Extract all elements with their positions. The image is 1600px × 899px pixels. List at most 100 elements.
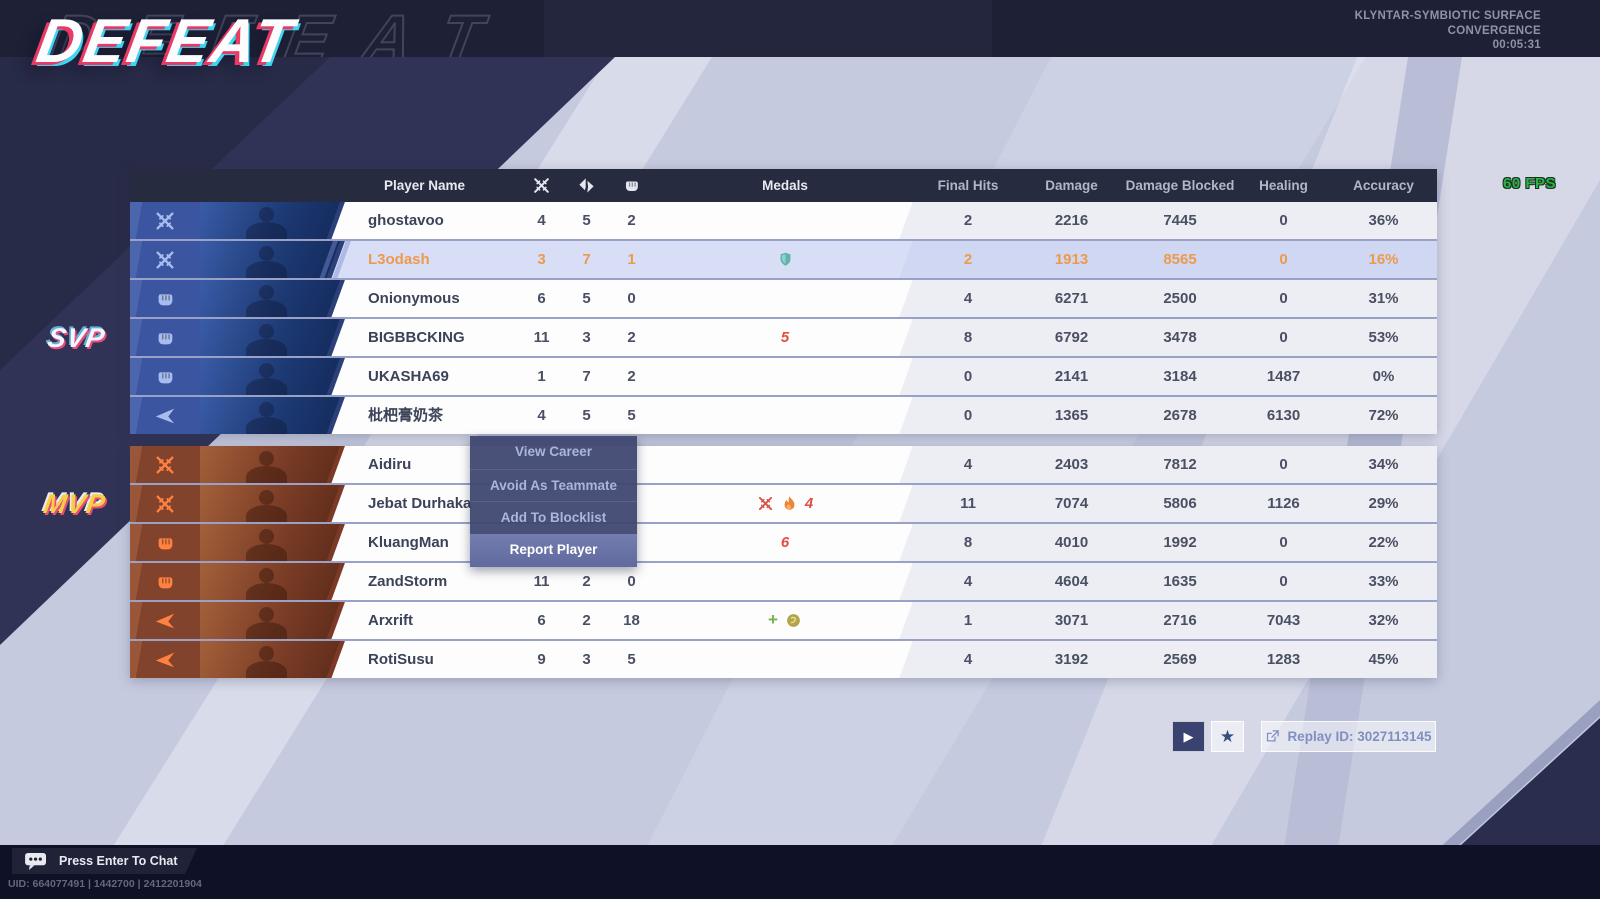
menu-item-avoid-as-teammate[interactable]: Avoid As Teammate (470, 468, 637, 502)
favorite-replay-button[interactable]: ★ (1211, 721, 1244, 752)
player-identity (130, 563, 342, 600)
damage-blocked-value: 7445 (1163, 212, 1197, 229)
kills-value: 1 (537, 368, 546, 385)
damage-blocked-value: 2716 (1163, 612, 1197, 629)
player-row[interactable]: ghostavoo 4 5 2 2 2216 7445 0 36% (130, 202, 1437, 239)
damage-blocked-value: 3478 (1163, 329, 1197, 346)
player-name: RotiSusu (368, 651, 434, 668)
strategist-role-icon (130, 641, 200, 678)
vanguard-role-icon (130, 563, 200, 600)
damage-value: 2216 (1054, 212, 1089, 229)
final-hits-value: 4 (963, 651, 973, 668)
kill-streak-medal: 4 (804, 495, 814, 512)
healing-value: 0 (1279, 212, 1288, 229)
menu-item-view-career[interactable]: View Career (514, 444, 593, 459)
healing-value: 0 (1279, 251, 1288, 268)
hero-avatar (200, 358, 342, 395)
kills-value: 11 (533, 573, 550, 590)
player-identity (130, 602, 342, 639)
accuracy-value: 72% (1368, 407, 1399, 424)
top-bar: DEFEAT (0, 0, 1600, 57)
hero-avatar (200, 319, 342, 356)
player-row[interactable]: UKASHA69 1 7 2 0 2141 3184 1487 0% (130, 358, 1437, 395)
damage-blocked-value: 1635 (1163, 573, 1197, 590)
flame-medal (781, 495, 798, 512)
star-icon: ★ (1219, 726, 1236, 746)
player-row[interactable]: RotiSusu 9 3 5 4 3192 2569 1283 45% (130, 641, 1437, 678)
medals-cell: 6 (654, 524, 916, 561)
player-row[interactable]: L3odash 3 7 1 2 1913 8565 0 16% (130, 241, 1437, 278)
player-row[interactable]: Jebat Durhaka 4 11 7074 5806 1126 29% (130, 485, 1437, 522)
deaths-value: 5 (582, 212, 591, 229)
damage-blocked-value: 2678 (1163, 407, 1197, 424)
hero-avatar (200, 241, 342, 278)
final-hits-value: 2 (963, 251, 973, 268)
kill-streak-medal: 5 (781, 319, 789, 356)
player-identity (130, 280, 342, 317)
vanguard-role-icon (130, 280, 200, 317)
play-icon: ▶ (1183, 728, 1194, 744)
player-row[interactable]: Aidiru 4 2403 7812 0 34% (130, 446, 1437, 483)
player-row[interactable]: Onionymous 6 5 0 4 6271 2500 0 31% (130, 280, 1437, 317)
healing-value: 1487 (1266, 368, 1301, 385)
player-identity (130, 241, 342, 278)
player-name: 枇杷膏奶茶 (368, 407, 444, 424)
healing-value: 0 (1279, 290, 1288, 307)
hero-portrait-silhouette (234, 322, 298, 356)
accuracy-header: Accuracy (1353, 178, 1414, 193)
medals-cell (654, 563, 916, 600)
accuracy-value: 33% (1368, 573, 1399, 590)
player-identity (130, 641, 342, 678)
player-row[interactable]: 枇杷膏奶茶 4 5 5 0 1365 2678 6130 72% (130, 397, 1437, 434)
play-replay-button[interactable]: ▶ (1172, 721, 1205, 752)
accuracy-value: 36% (1368, 212, 1399, 229)
player-row[interactable]: KluangMan 6 8 4010 1992 0 22% (130, 524, 1437, 561)
player-identity (130, 358, 342, 395)
hero-portrait-silhouette (234, 449, 298, 483)
team-divider (130, 434, 1437, 446)
player-row[interactable]: Arxrift 6 2 18 +1 3071 2716 7043 32% (130, 602, 1437, 639)
damage-blocked-value: 2569 (1163, 651, 1197, 668)
replay-id-button[interactable]: Replay ID: 3027113145 (1261, 721, 1436, 752)
share-icon (1267, 730, 1280, 742)
duelist-role-icon (130, 485, 200, 522)
hero-portrait-silhouette (234, 566, 298, 600)
hero-portrait-silhouette (234, 244, 298, 278)
menu-item-report-player[interactable]: Report Player (470, 534, 637, 567)
deaths-value: 5 (582, 290, 591, 307)
hero-portrait-silhouette (234, 205, 298, 239)
healing-value: 7043 (1266, 612, 1301, 629)
player-row[interactable]: BIGBBCKING 11 3 2 5 8 6792 3478 0 53% (130, 319, 1437, 356)
player-name: BIGBBCKING (368, 329, 465, 346)
damage-value: 1365 (1054, 407, 1089, 424)
damage-blocked-value: 8565 (1163, 251, 1197, 268)
assist-coin-medal (785, 612, 802, 629)
hero-avatar (200, 280, 342, 317)
menu-item-add-to-blocklist[interactable]: Add To Blocklist (470, 501, 637, 534)
kills-value: 11 (533, 329, 550, 346)
player-name: UKASHA69 (368, 368, 449, 385)
chat-prompt: Press Enter To Chat (12, 848, 197, 874)
healing-value: 0 (1279, 329, 1288, 346)
healing-header: Healing (1259, 178, 1308, 193)
player-identity (130, 485, 342, 522)
kills-value: 4 (537, 212, 546, 229)
deaths-icon (564, 169, 609, 202)
map-name: KLYNTAR-SYMBIOTIC SURFACE (1354, 10, 1541, 22)
assists-value: 0 (627, 573, 636, 590)
hero-avatar (200, 485, 342, 522)
accuracy-value: 0% (1372, 368, 1395, 385)
medals-cell (654, 641, 916, 678)
accuracy-value: 22% (1368, 534, 1399, 551)
game-mode: CONVERGENCE (1447, 24, 1541, 37)
scoreboard-header: Player Name Medals Final Hits Damage Dam… (130, 169, 1437, 202)
player-row[interactable]: ZandStorm 11 2 0 4 4604 1635 0 33% (130, 563, 1437, 600)
block-shield-medal (780, 252, 790, 266)
medals-cell (654, 202, 916, 239)
healing-value: 0 (1279, 573, 1288, 590)
medals-cell (654, 358, 916, 395)
kills-value: 9 (537, 651, 546, 668)
player-context-menu: View Career Avoid As Teammate Add To Block… (470, 436, 637, 567)
chat-prompt-text: Press Enter To Chat (59, 854, 178, 868)
